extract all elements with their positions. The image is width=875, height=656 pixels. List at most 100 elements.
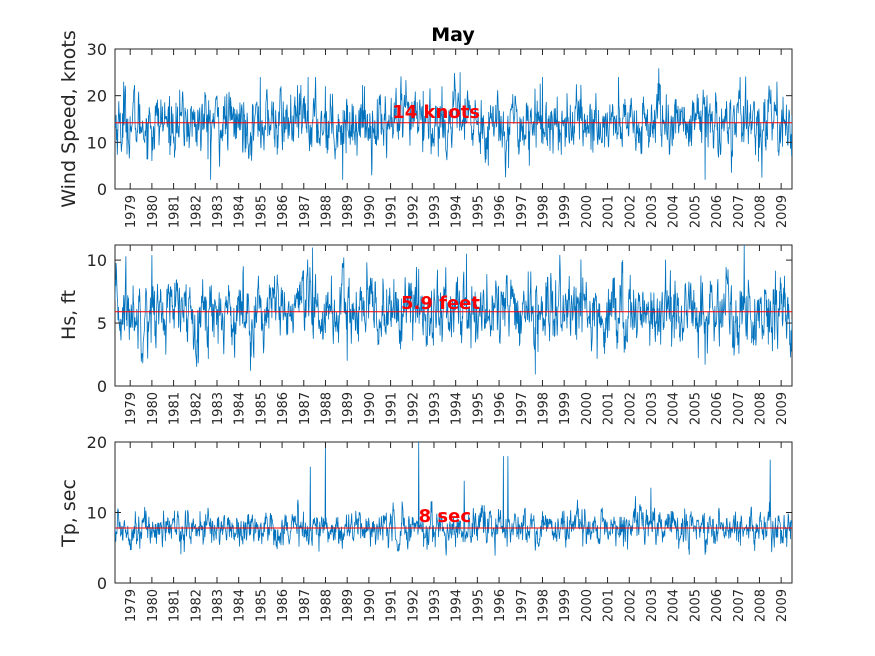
- x-tick-label: 2005: [688, 589, 703, 622]
- x-tick-label: 2001: [602, 392, 617, 425]
- x-tick-label: 1992: [406, 195, 421, 228]
- x-tick-label: 2001: [602, 589, 617, 622]
- x-tick-label: 1993: [428, 589, 443, 622]
- y-tick-label: 0: [97, 574, 107, 593]
- x-tick-label: 2006: [710, 589, 725, 622]
- x-tick-label: 1981: [168, 195, 183, 228]
- x-tick-label: 1984: [233, 195, 248, 228]
- mean-annotation: 14 knots: [392, 102, 480, 123]
- x-tick-label: 2002: [623, 589, 638, 622]
- x-tick-label: 1983: [211, 392, 226, 425]
- x-tick-label: 2000: [580, 589, 595, 622]
- x-tick-label: 2005: [688, 392, 703, 425]
- x-tick-label: 1986: [276, 392, 291, 425]
- y-tick-label: 10: [87, 504, 107, 523]
- x-tick-label: 1988: [319, 589, 334, 622]
- x-tick-label: 2009: [775, 392, 790, 425]
- x-tick-label: 1987: [298, 392, 313, 425]
- x-tick-label: 1989: [341, 195, 356, 228]
- x-tick-label: 1996: [493, 195, 508, 228]
- x-tick-label: 2003: [645, 589, 660, 622]
- panel-peak-period: Tp, sec 8 sec 0 10 20 1979 1980 1981 1982 1983 19…: [58, 433, 793, 622]
- x-tick-label: 1989: [341, 589, 356, 622]
- x-tick-label: 1979: [124, 195, 139, 228]
- x-tick-label: 1992: [406, 392, 421, 425]
- x-tick-label: 1980: [146, 589, 161, 622]
- x-tick-label: 1991: [385, 392, 400, 425]
- x-tick-label: 2008: [753, 392, 768, 425]
- x-tick-label: 1997: [515, 589, 530, 622]
- x-tick-label: 1998: [536, 195, 551, 228]
- x-tick-label: 1990: [363, 195, 378, 228]
- x-tick-label: 2001: [602, 195, 617, 228]
- x-tick-label: 1994: [450, 589, 465, 622]
- y-tick-label: 20: [87, 87, 107, 106]
- x-tick-label: 2000: [580, 392, 595, 425]
- x-tick-label: 1981: [168, 392, 183, 425]
- chart-title: May: [431, 24, 475, 46]
- x-tick-label: 1985: [254, 589, 269, 622]
- x-tick-label: 2002: [623, 195, 638, 228]
- x-tick-label: 1997: [515, 392, 530, 425]
- x-tick-label: 1995: [471, 589, 486, 622]
- x-tick-label: 1987: [298, 589, 313, 622]
- y-tick-label: 0: [97, 377, 107, 396]
- x-tick-label: 1999: [558, 589, 573, 622]
- x-tick-label: 2004: [667, 392, 682, 425]
- x-tick-label: 1983: [211, 195, 226, 228]
- x-tick-label: 2003: [645, 195, 660, 228]
- x-tick-label: 1990: [363, 589, 378, 622]
- x-tick-label: 1993: [428, 195, 443, 228]
- x-tick-label: 1985: [254, 195, 269, 228]
- x-tick-label: 2006: [710, 195, 725, 228]
- x-tick-label: 1979: [124, 392, 139, 425]
- panel-wave-height: Hs, ft 5.9 feet 0 5 10 1979 1980 1981 1982 1983 1…: [58, 244, 793, 425]
- series-line: [115, 68, 792, 180]
- x-tick-label: 1986: [276, 195, 291, 228]
- x-tick-label: 2003: [645, 392, 660, 425]
- x-tick-label: 1990: [363, 392, 378, 425]
- y-axis-label-wind-speed: Wind Speed, knots: [58, 30, 80, 207]
- x-tick-label: 2006: [710, 392, 725, 425]
- x-tick-label: 1988: [319, 195, 334, 228]
- x-tick-label: 1994: [450, 195, 465, 228]
- y-tick-label: 5: [97, 314, 107, 333]
- y-tick-label: 10: [87, 133, 107, 152]
- x-tick-label: 1999: [558, 195, 573, 228]
- axes-frame: [114, 441, 793, 584]
- x-tick-label: 2008: [753, 195, 768, 228]
- x-tick-label: 1991: [385, 195, 400, 228]
- x-tick-label: 1981: [168, 589, 183, 622]
- y-tick-label: 30: [87, 40, 107, 59]
- x-tick-label: 1996: [493, 392, 508, 425]
- x-tick-label: 1999: [558, 392, 573, 425]
- mean-annotation: 5.9 feet: [401, 293, 480, 314]
- x-tick-label: 2002: [623, 392, 638, 425]
- x-tick-label: 1989: [341, 392, 356, 425]
- series-line: [115, 245, 792, 375]
- x-tick-label: 2009: [775, 195, 790, 228]
- x-tick-label: 1980: [146, 392, 161, 425]
- x-tick-label: 1987: [298, 195, 313, 228]
- x-tick-label: 2004: [667, 195, 682, 228]
- x-tick-label: 1998: [536, 589, 551, 622]
- x-tick-label: 1986: [276, 589, 291, 622]
- x-tick-label: 1979: [124, 589, 139, 622]
- mean-annotation: 8 sec: [419, 506, 471, 527]
- x-tick-label: 1993: [428, 392, 443, 425]
- x-tick-label: 2004: [667, 589, 682, 622]
- x-tick-label: 1996: [493, 589, 508, 622]
- x-tick-label: 2000: [580, 195, 595, 228]
- y-tick-label: 20: [87, 433, 107, 452]
- x-tick-label: 2008: [753, 589, 768, 622]
- x-tick-label: 2009: [775, 589, 790, 622]
- x-tick-label: 2007: [732, 195, 747, 228]
- x-tick-label: 1995: [471, 195, 486, 228]
- x-tick-label: 1982: [189, 392, 204, 425]
- x-tick-label: 1998: [536, 392, 551, 425]
- x-tick-label: 1982: [189, 195, 204, 228]
- y-tick-label: 10: [87, 251, 107, 270]
- panel-wind-speed: Wind Speed, knots 14 knots 0 10 20 30 1979 198…: [58, 30, 793, 228]
- series-line: [115, 442, 792, 556]
